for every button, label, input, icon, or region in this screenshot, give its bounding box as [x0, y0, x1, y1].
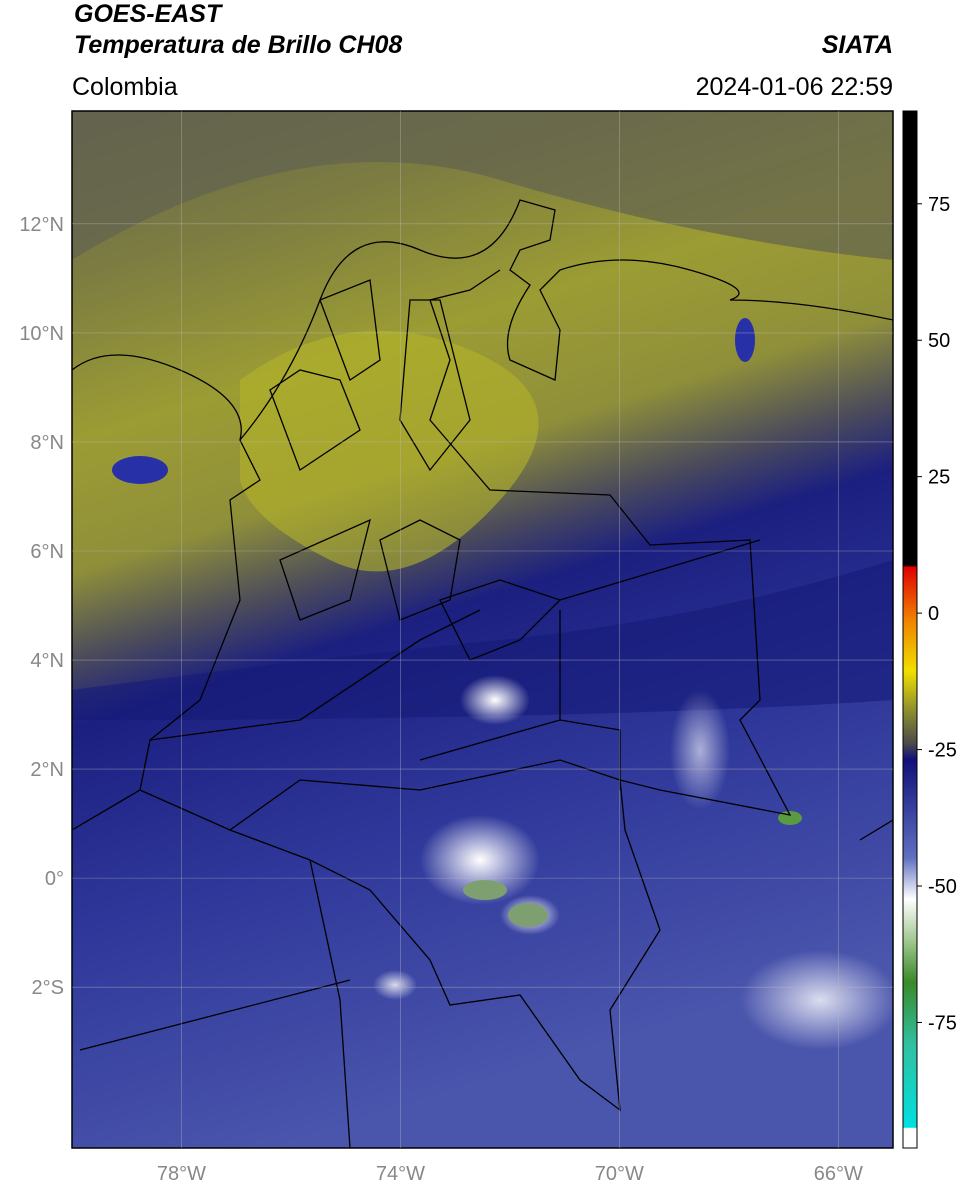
y-tick-label: 12°N: [19, 214, 64, 236]
y-tick-label: 10°N: [19, 323, 64, 345]
source: SIATA: [822, 31, 893, 59]
x-tick-label: 66°W: [814, 1163, 863, 1185]
colorbar-tick-label: 25: [928, 467, 950, 489]
subtitle: Temperatura de Brillo CH08: [74, 31, 402, 59]
map-frame: [71, 110, 894, 1149]
colorbar: [902, 110, 918, 1149]
y-tick-label: 8°N: [30, 432, 64, 454]
y-tick-label: 6°N: [30, 541, 64, 563]
colorbar-tick-label: 0: [928, 603, 939, 625]
satellite-image: [72, 111, 893, 1148]
y-tick-label: 4°N: [30, 650, 64, 672]
colorbar-tick-label: -75: [928, 1012, 957, 1034]
colorbar-tick-label: -25: [928, 740, 957, 762]
region: Colombia: [72, 73, 178, 101]
colorbar-tick-label: 50: [928, 330, 950, 352]
colorbar-tick-label: -50: [928, 876, 957, 898]
y-tick-label: 0°: [45, 868, 64, 890]
datetime: 2024-01-06 22:59: [696, 73, 893, 101]
x-tick-label: 70°W: [595, 1163, 644, 1185]
y-tick-label: 2°N: [30, 759, 64, 781]
y-tick-label: 2°S: [32, 977, 64, 999]
title: GOES-EAST: [74, 0, 224, 28]
colorbar-tick-label: 75: [928, 194, 950, 216]
x-tick-label: 74°W: [376, 1163, 425, 1185]
x-tick-label: 78°W: [157, 1163, 206, 1185]
